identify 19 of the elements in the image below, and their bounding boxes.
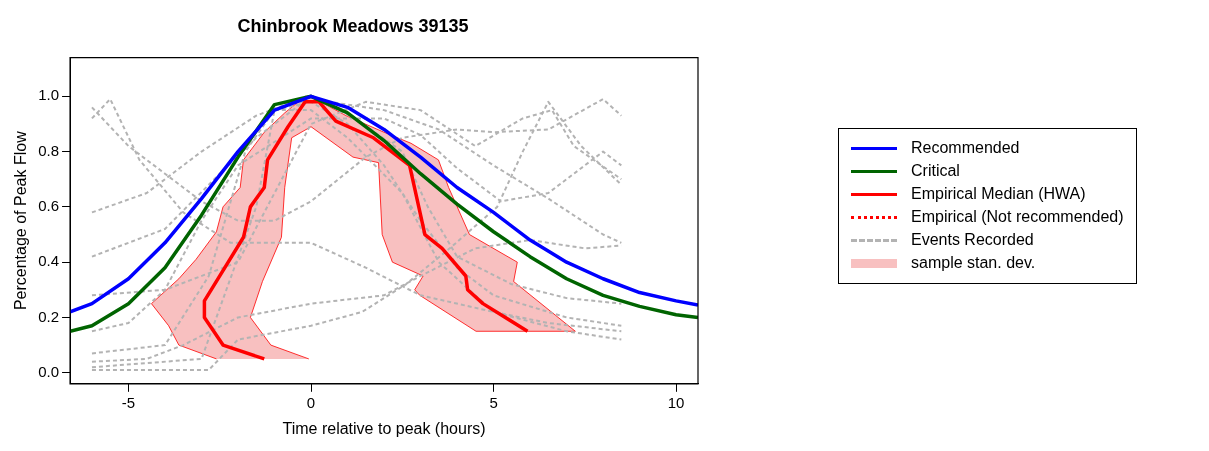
x-axis-title: Time relative to peak (hours) [282, 419, 486, 437]
x-tick-label: 5 [489, 393, 498, 411]
y-tick-label: 0.0 [38, 362, 60, 380]
legend-label: Empirical (Not recommended) [911, 208, 1124, 226]
chart-title: Chinbrook Meadows 39135 [237, 15, 469, 36]
legend-label: sample stan. dev. [911, 254, 1036, 272]
y-tick-label: 0.6 [38, 197, 60, 215]
x-tick-label: 0 [306, 393, 316, 411]
legend-label: Events Recorded [911, 231, 1034, 249]
x-tick-label: 10 [667, 393, 685, 411]
legend-label: Critical [911, 162, 960, 180]
y-tick-label: 0.8 [38, 141, 60, 159]
x-tick-label: -5 [121, 393, 136, 411]
y-tick-label: 0.4 [38, 252, 60, 270]
y-tick-label: 0.2 [38, 307, 60, 325]
legend-label: Empirical Median (HWA) [911, 185, 1086, 203]
y-axis-title: Percentage of Peak Flow [12, 130, 30, 311]
legend-label: Recommended [911, 139, 1020, 157]
y-tick-label: 1.0 [38, 86, 60, 104]
